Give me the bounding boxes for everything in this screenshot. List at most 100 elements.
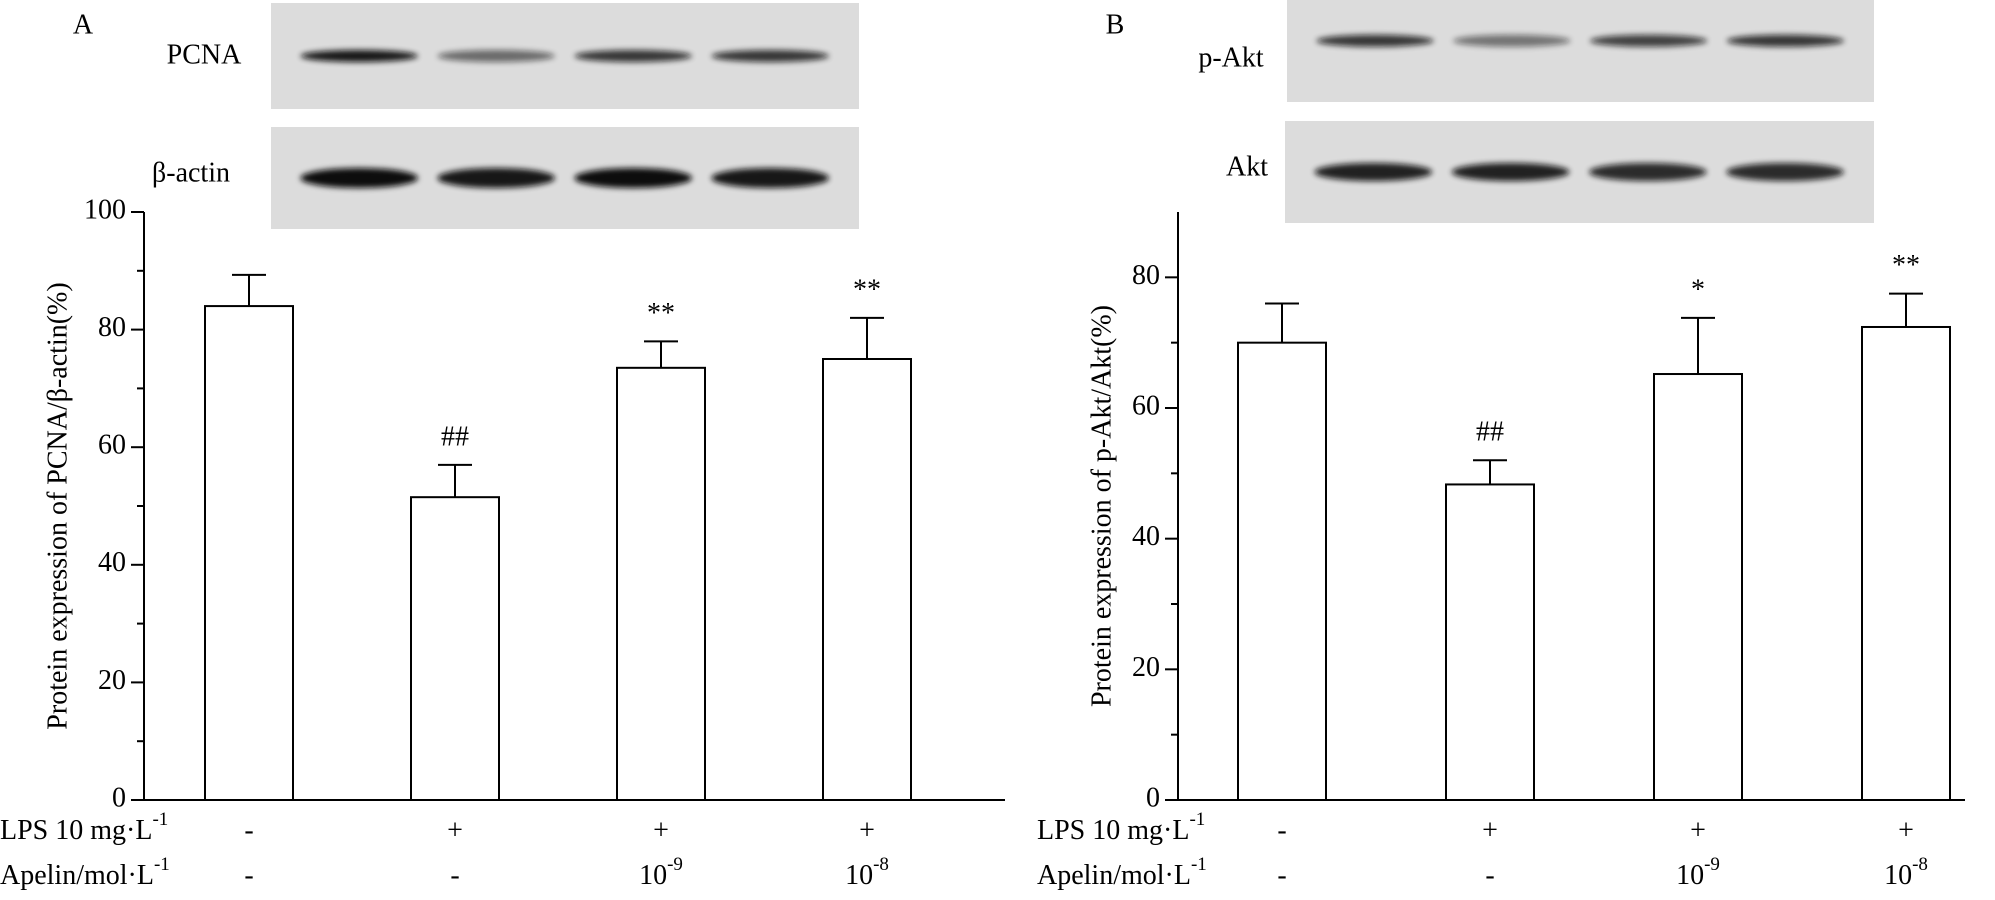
row-label: LPS 10 mg·L-1: [1037, 809, 1205, 846]
y-tick-label: 20: [1132, 652, 1160, 683]
bar: [616, 366, 706, 801]
row-cell: +: [653, 815, 669, 846]
error-bar: [1265, 302, 1299, 343]
blot-band: [574, 50, 693, 62]
bar: [1653, 373, 1743, 801]
row-cell-text: -: [244, 860, 253, 891]
blot-band: [1726, 163, 1844, 181]
row-cell: -: [1277, 815, 1286, 846]
row-cell: -: [1485, 860, 1494, 891]
row-label-sup: -1: [154, 854, 170, 875]
y-tick-label: 60: [1132, 390, 1160, 421]
row-cell: -: [244, 815, 253, 846]
row-cell-text: -: [450, 860, 459, 891]
row-cell: -: [1277, 860, 1286, 891]
bar: [410, 496, 500, 801]
panel-label: B: [1106, 9, 1125, 40]
blot-band: [1314, 163, 1433, 181]
error-bar: [438, 463, 472, 498]
significance-mark: ##: [1476, 417, 1504, 448]
blot-band: [1316, 34, 1434, 47]
row-label-text: Apelin/mol·L: [0, 860, 154, 891]
row-label: Apelin/mol·L-1: [1037, 854, 1207, 891]
blot-band: [300, 50, 419, 62]
row-label-sup: -1: [1191, 854, 1207, 875]
error-bar: [1889, 292, 1923, 327]
row-cell: +: [1690, 815, 1706, 846]
row-cell: +: [859, 815, 875, 846]
row-cell: +: [447, 815, 463, 846]
row-cell: +: [1482, 815, 1498, 846]
bar: [1861, 325, 1951, 801]
blot-label: Akt: [1226, 151, 1268, 182]
row-cell-text: +: [1690, 815, 1706, 846]
blot-label: p-Akt: [1198, 42, 1264, 73]
row-cell: 10-8: [1884, 854, 1928, 891]
blot-band: [437, 168, 556, 188]
panel-label: A: [73, 9, 94, 40]
error-bar: [1473, 459, 1507, 485]
blot-band: [711, 168, 830, 188]
blot-band: [1453, 34, 1571, 47]
significance-mark: **: [853, 274, 881, 305]
row-cell-text: 10: [639, 860, 667, 891]
row-cell: 10-9: [1676, 854, 1720, 891]
blot-label: β-actin: [152, 157, 230, 188]
significance-mark: ##: [441, 421, 469, 452]
blot-label: PCNA: [167, 39, 242, 70]
significance-mark: **: [647, 298, 675, 329]
row-cell-text: +: [1898, 815, 1914, 846]
row-cell-sup: -9: [667, 854, 683, 875]
row-cell-text: 10: [845, 860, 873, 891]
blot-band: [1726, 34, 1845, 47]
y-tick-label: 80: [1132, 260, 1160, 291]
error-bar: [644, 340, 678, 368]
error-bar: [850, 316, 884, 359]
row-cell-sup: -9: [1704, 854, 1720, 875]
row-label: Apelin/mol·L-1: [0, 854, 170, 891]
bar: [1237, 341, 1327, 801]
y-tick-label: 100: [84, 194, 126, 225]
blot-band: [574, 168, 693, 188]
significance-mark: **: [1892, 250, 1920, 281]
row-cell-sup: -8: [873, 854, 889, 875]
significance-mark: *: [1691, 274, 1705, 305]
row-cell-text: +: [859, 815, 875, 846]
row-cell-text: -: [1485, 860, 1494, 891]
row-label-sup: -1: [152, 809, 168, 830]
row-label: LPS 10 mg·L-1: [0, 809, 168, 846]
y-tick-label: 40: [1132, 521, 1160, 552]
y-tick-label: 0: [112, 782, 126, 813]
row-label-text: LPS 10 mg·L: [1037, 815, 1189, 846]
row-label-text: Apelin/mol·L: [1037, 860, 1191, 891]
row-label-text: LPS 10 mg·L: [0, 815, 152, 846]
y-tick-label: 60: [98, 430, 126, 461]
row-cell-text: -: [1277, 815, 1286, 846]
bar: [1445, 483, 1535, 801]
row-cell: +: [1898, 815, 1914, 846]
row-cell: -: [244, 860, 253, 891]
row-cell: 10-8: [845, 854, 889, 891]
row-cell-sup: -8: [1912, 854, 1928, 875]
blot-band: [437, 50, 556, 62]
row-cell-text: +: [1482, 815, 1498, 846]
y-tick-label: 40: [98, 547, 126, 578]
bar: [204, 305, 294, 801]
row-cell: 10-9: [639, 854, 683, 891]
row-cell-text: +: [653, 815, 669, 846]
bar: [822, 358, 912, 801]
row-cell-text: -: [1277, 860, 1286, 891]
y-axis-label: Protein expression of p-Akt/Akt(%): [1086, 305, 1117, 707]
blot-band: [300, 168, 419, 188]
blot-band: [711, 50, 830, 62]
blot-image: [1287, 0, 1874, 102]
row-cell-text: +: [447, 815, 463, 846]
blot-band: [1588, 163, 1707, 181]
row-cell-text: 10: [1884, 860, 1912, 891]
y-tick-label: 80: [98, 312, 126, 343]
error-bar: [1681, 316, 1715, 375]
blot-band: [1451, 163, 1570, 181]
row-cell-text: -: [244, 815, 253, 846]
y-axis-label: Protein expression of PCNA/β-actin(%): [42, 282, 73, 729]
